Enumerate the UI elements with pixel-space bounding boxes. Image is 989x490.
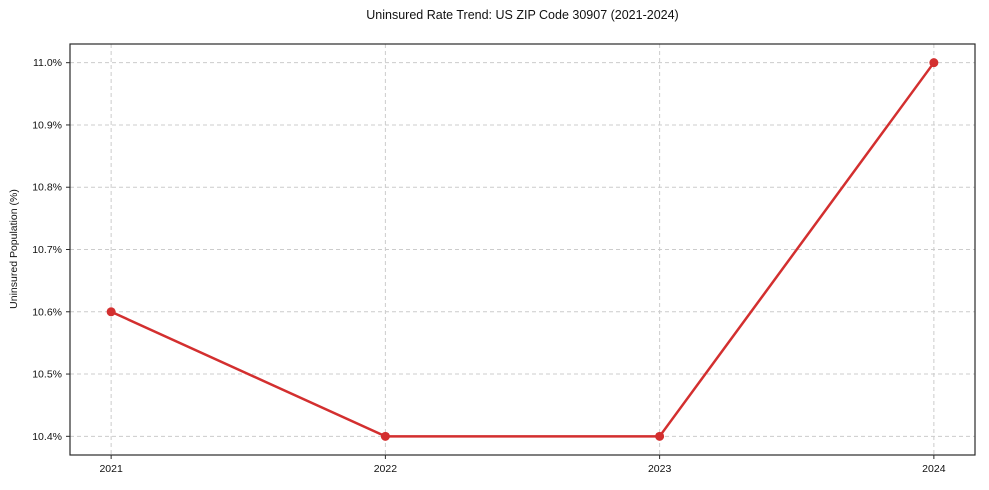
y-tick-label: 11.0% xyxy=(33,57,62,69)
y-tick-label: 10.6% xyxy=(32,306,62,318)
data-point-marker xyxy=(655,431,665,441)
y-tick-label: 10.9% xyxy=(32,119,62,131)
x-tick-label: 2022 xyxy=(374,463,398,475)
y-tick-label: 10.8% xyxy=(32,182,62,194)
data-point-marker xyxy=(106,307,116,317)
data-point-marker xyxy=(929,58,939,68)
chart-title: Uninsured Rate Trend: US ZIP Code 30907 … xyxy=(366,8,679,22)
y-tick-label: 10.4% xyxy=(32,431,62,443)
data-point-marker xyxy=(380,431,390,441)
y-tick-label: 10.5% xyxy=(32,369,62,381)
x-tick-label: 2024 xyxy=(922,463,946,475)
data-line xyxy=(109,61,936,438)
x-tick-label: 2023 xyxy=(648,463,672,475)
x-tick-label: 2021 xyxy=(99,463,123,475)
y-tick-label: 10.7% xyxy=(32,244,62,256)
